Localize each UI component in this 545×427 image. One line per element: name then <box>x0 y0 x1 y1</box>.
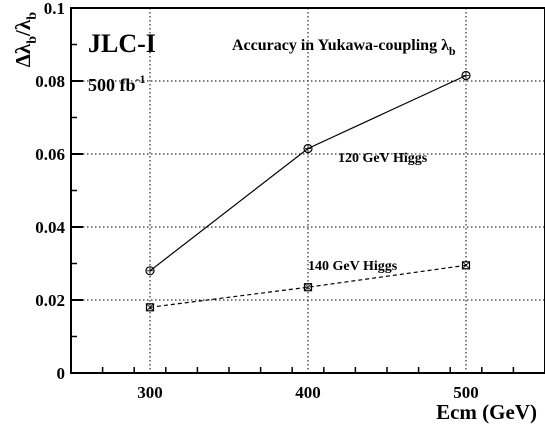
y-tick-label: 0.04 <box>35 218 65 237</box>
y-axis-label-part-1: Δλ <box>11 43 35 67</box>
y-tick-label: 0.06 <box>35 145 65 164</box>
luminosity-annotation: 500 fb-1 <box>88 72 146 95</box>
y-axis-label: Δλb/λb <box>11 12 40 67</box>
series-label: 120 GeV Higgs <box>338 151 428 166</box>
data-series: 120 GeV Higgs 140 GeV Higgs <box>145 70 471 312</box>
data-point <box>145 266 155 276</box>
y-tick-label: 0.02 <box>35 291 65 310</box>
x-tick-label: 400 <box>295 383 321 402</box>
chart-subtitle-text: Accuracy in Yukawa-coupling λ <box>232 37 449 54</box>
luminosity-annotation-text: 500 fb <box>88 75 136 95</box>
x-tick-label: 300 <box>137 383 163 402</box>
x-axis-label: Ecm (GeV) <box>436 400 537 424</box>
axis-ticks: 0 0.02 0.04 0.06 0.08 0.1 300 400 500 <box>35 0 515 402</box>
data-point-cross <box>304 283 312 292</box>
y-tick-label: 0.1 <box>44 0 65 18</box>
data-point <box>303 283 313 292</box>
data-point-cross <box>146 303 154 312</box>
data-point <box>303 143 313 154</box>
y-axis-label-part-3: /λ <box>11 19 35 37</box>
grid-lines <box>71 8 545 373</box>
x-tick-label: 500 <box>453 383 479 402</box>
y-axis-label-part-4: b <box>25 12 40 20</box>
data-point <box>461 261 471 270</box>
data-point <box>461 70 471 81</box>
y-tick-label: 0.08 <box>35 72 65 91</box>
data-point <box>145 303 155 312</box>
luminosity-annotation-superscript: -1 <box>136 72 146 86</box>
y-tick-label: 0 <box>57 364 66 383</box>
chart-subtitle-subscript: b <box>449 44 456 58</box>
chart-title: JLC-I <box>88 29 156 58</box>
y-axis-label-part-2: b <box>25 36 40 44</box>
data-point-cross <box>462 261 470 270</box>
series-label: 140 GeV Higgs <box>308 259 398 274</box>
plot-frame <box>70 7 545 374</box>
chart-subtitle: Accuracy in Yukawa-coupling λb <box>232 37 456 58</box>
